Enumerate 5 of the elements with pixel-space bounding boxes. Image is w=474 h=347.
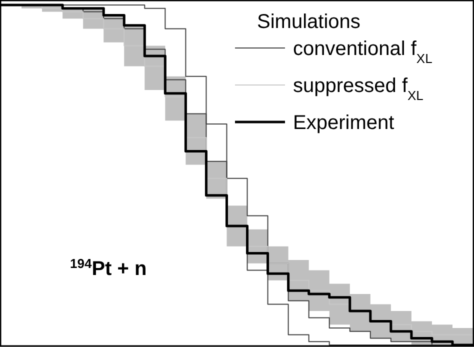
legend-label: conventional f$_{XL}$ — [293, 38, 432, 66]
annotation: $^{194}$Pt + n — [70, 256, 147, 280]
legend-label: Experiment — [293, 112, 395, 134]
legend-label: suppressed f$_{XL}$ — [293, 75, 424, 102]
legend-title: Simulations — [257, 11, 360, 33]
